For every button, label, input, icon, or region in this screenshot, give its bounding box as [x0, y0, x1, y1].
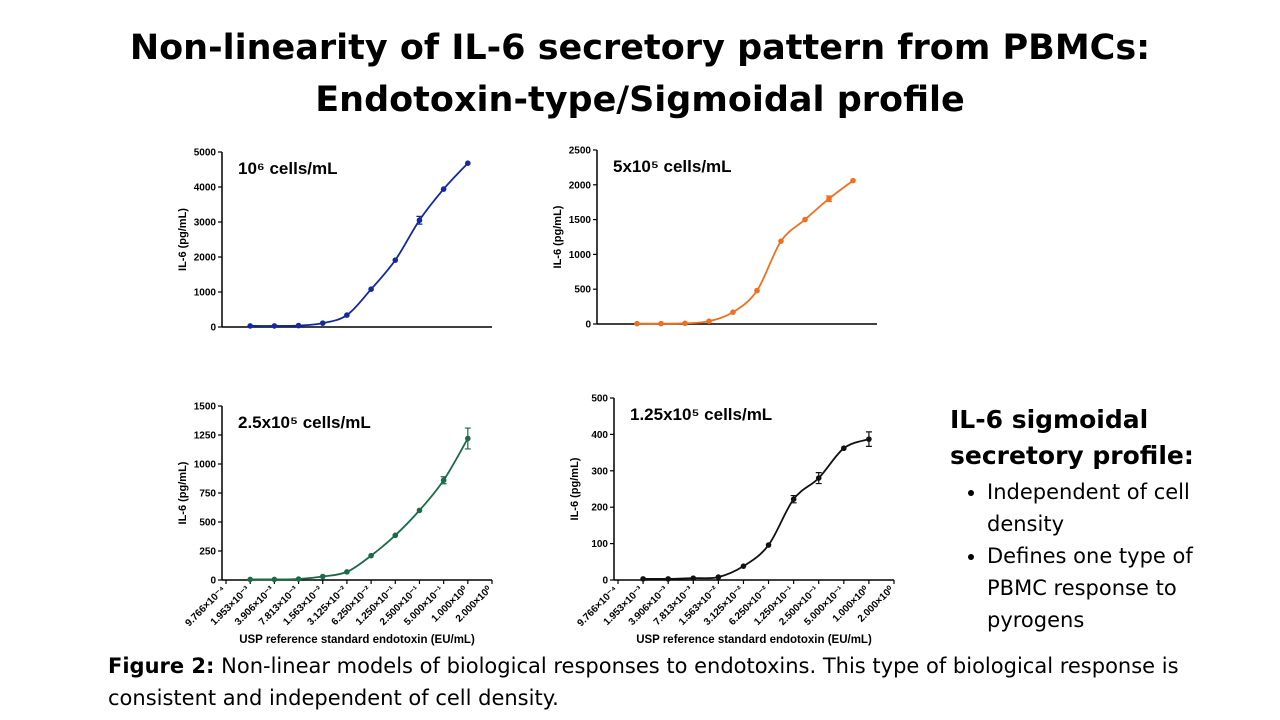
y-tick-label: 300	[591, 466, 608, 477]
y-axis-label: IL-6 (pg/mL)	[177, 208, 189, 271]
y-tick-label: 4000	[194, 183, 217, 194]
data-point	[715, 574, 722, 580]
fit-curve	[250, 162, 469, 327]
data-point	[765, 542, 772, 548]
sidebar-heading: secretory profile:	[950, 441, 1194, 470]
data-point	[730, 309, 736, 315]
data-point	[850, 177, 856, 184]
y-tick-label: 1500	[194, 402, 217, 413]
y-tick-label: 1250	[194, 431, 217, 442]
data-point	[368, 286, 374, 293]
fit-curve	[250, 438, 469, 581]
data-point	[665, 576, 671, 582]
slide-title: Endotoxin-type/Sigmoidal profile	[315, 80, 965, 120]
data-point	[802, 216, 808, 223]
data-point	[392, 532, 399, 539]
y-tick-label: 0	[210, 323, 216, 334]
fit-curve	[636, 179, 854, 325]
data-point	[465, 160, 471, 166]
chart-title: 5x10⁵ cells/mL	[613, 157, 732, 176]
y-tick-label: 5000	[194, 148, 217, 159]
sidebar-heading: IL-6 sigmoidal	[950, 405, 1149, 434]
data-point	[247, 576, 253, 583]
data-point	[658, 320, 664, 327]
data-point	[416, 507, 423, 514]
y-axis-label: IL-6 (pg/mL)	[552, 205, 564, 268]
data-point	[319, 320, 326, 326]
data-point	[790, 496, 797, 502]
bullet: Independent of cell density	[987, 476, 1220, 540]
y-tick-label: 3000	[194, 218, 217, 229]
data-point	[465, 435, 471, 442]
data-point	[690, 575, 697, 581]
data-point	[634, 320, 640, 327]
bullet-list: Independent of cell density Defines one …	[950, 476, 1220, 636]
data-point	[344, 312, 350, 318]
caption-text: Non-linear models of biological response…	[108, 654, 1179, 710]
caption: Figure 2: Non-linear models of biologica…	[108, 650, 1208, 714]
y-tick-label: 750	[199, 489, 216, 500]
data-point	[295, 322, 302, 329]
data-point	[295, 576, 302, 582]
slide-title: Non-linearity of IL-6 secretory pattern …	[129, 28, 1151, 68]
data-point	[247, 323, 253, 329]
y-tick-label: 0	[602, 576, 608, 587]
x-axis-label: USP reference standard endotoxin (EU/mL)	[239, 634, 475, 646]
y-tick-label: 2000	[569, 180, 592, 191]
data-point	[640, 576, 646, 582]
y-tick-label: 400	[591, 430, 608, 441]
y-axis-label: IL-6 (pg/mL)	[569, 457, 581, 520]
y-tick-label: 2500	[569, 146, 592, 157]
data-point	[392, 257, 399, 263]
data-point	[778, 238, 784, 244]
data-point	[682, 320, 688, 327]
data-point	[706, 318, 712, 325]
data-point	[319, 573, 326, 580]
fit-curve	[643, 438, 870, 580]
y-tick-label: 200	[591, 503, 608, 514]
y-tick-label: 250	[199, 547, 216, 558]
caption-label: Figure 2:	[108, 654, 215, 678]
sidebar: IL-6 sigmoidal secretory profile: Indepe…	[950, 402, 1220, 636]
data-point	[866, 436, 872, 442]
data-point	[826, 195, 832, 202]
bullet: Defines one type of PBMC response to pyr…	[987, 540, 1220, 636]
y-tick-label: 1000	[569, 250, 592, 261]
data-point	[271, 323, 278, 329]
y-tick-label: 500	[574, 285, 591, 296]
chart-title: 1.25x10⁵ cells/mL	[630, 405, 772, 424]
y-tick-label: 1000	[194, 460, 217, 471]
data-point	[841, 445, 847, 452]
data-point	[740, 563, 747, 569]
y-tick-label: 0	[585, 320, 591, 331]
chart-title: 2.5x10⁵ cells/mL	[238, 413, 371, 432]
data-point	[344, 569, 350, 575]
data-point	[368, 552, 374, 559]
data-point	[754, 287, 760, 294]
y-tick-label: 100	[591, 539, 608, 550]
data-point	[440, 477, 447, 484]
x-axis-label: USP reference standard endotoxin (EU/mL)	[636, 634, 872, 646]
data-point	[815, 475, 822, 481]
y-tick-label: 500	[591, 394, 608, 405]
data-point	[440, 186, 447, 192]
y-axis-label: IL-6 (pg/mL)	[177, 461, 189, 524]
data-point	[416, 217, 423, 224]
chart-title: 10⁶ cells/mL	[238, 159, 338, 178]
data-point	[271, 576, 278, 583]
y-tick-label: 1000	[194, 288, 217, 299]
y-tick-label: 2000	[194, 253, 217, 264]
y-tick-label: 1500	[569, 215, 592, 226]
y-tick-label: 0	[210, 576, 216, 587]
y-tick-label: 500	[199, 518, 216, 529]
